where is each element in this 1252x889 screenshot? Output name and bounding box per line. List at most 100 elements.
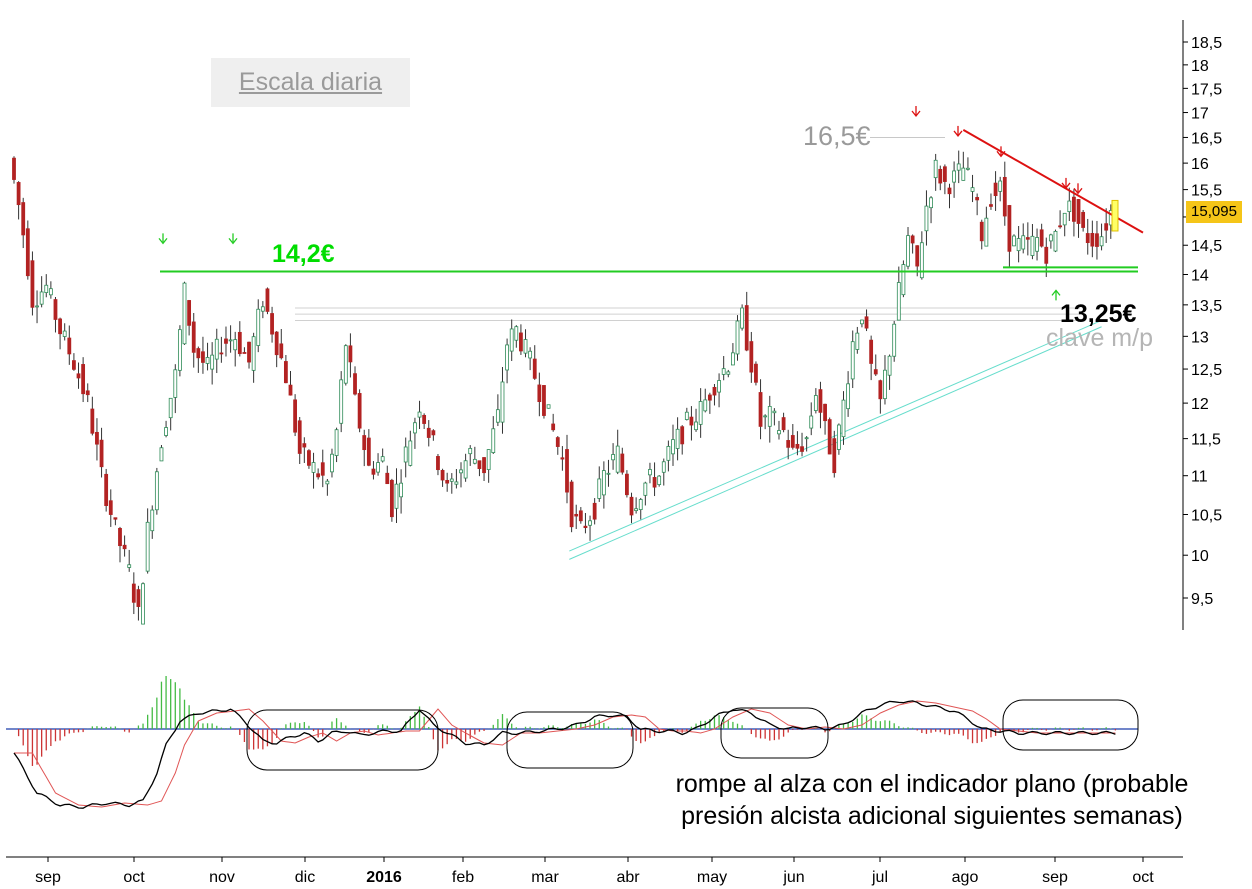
support-touch-arrow — [158, 233, 168, 245]
candle-body — [371, 468, 376, 475]
candle-body — [219, 352, 224, 355]
candle-body — [731, 352, 735, 366]
candle-body — [772, 410, 777, 414]
candle-body — [915, 245, 920, 267]
candle-body — [652, 477, 657, 488]
price-tick-label: 13,5 — [1191, 298, 1222, 315]
candle-body — [744, 305, 749, 351]
candle-body — [532, 358, 537, 379]
candle-body — [58, 318, 62, 335]
candle-body — [380, 456, 385, 462]
candle-body — [1085, 233, 1090, 244]
candle-body — [468, 448, 473, 455]
candle-body — [555, 437, 560, 447]
resistance-touch-arrow — [1061, 177, 1071, 189]
candle-body — [95, 431, 99, 445]
candle-body — [827, 419, 832, 455]
candle-body — [896, 282, 901, 321]
candle-body — [777, 430, 781, 435]
candle-body — [330, 453, 334, 473]
scale-label: Escala diaria — [211, 58, 410, 107]
candle-body — [196, 348, 201, 359]
candle-body — [666, 446, 671, 461]
axis-layer: 18,51817,51716,51615,51514,51413,51312,5… — [6, 20, 1222, 886]
price-tick-label: 18 — [1191, 58, 1209, 75]
candle-body — [919, 242, 924, 279]
candle-body — [288, 384, 293, 396]
candle-body — [279, 343, 284, 359]
candle-body — [823, 403, 827, 422]
candle-body — [320, 462, 325, 476]
candle-body — [1072, 196, 1076, 222]
time-tick-label: ago — [952, 869, 979, 886]
flat-indicator-zone — [1002, 699, 1139, 751]
candle-body — [813, 395, 818, 411]
candle-body — [362, 435, 367, 451]
resistance-touch-arrow — [911, 105, 921, 118]
candle-body — [145, 521, 150, 572]
candle-body — [998, 180, 1003, 192]
candle-body — [25, 228, 30, 277]
candle-body — [938, 168, 943, 184]
candle-body — [237, 331, 242, 355]
candle-body — [551, 423, 556, 431]
candle-body — [887, 355, 892, 376]
candle-body — [21, 202, 26, 236]
candle-body — [832, 438, 837, 474]
candle-body — [597, 478, 602, 499]
support-touch-arrow — [1051, 289, 1061, 301]
candle-body — [869, 339, 874, 364]
candle-body — [1039, 229, 1044, 247]
candle-body — [790, 435, 795, 448]
candle-body — [113, 517, 118, 520]
candle-body — [173, 369, 178, 398]
candle-body — [873, 369, 878, 375]
candle-body — [67, 337, 72, 355]
candle-body — [104, 473, 109, 506]
candle-body — [1062, 212, 1067, 226]
candle-body — [952, 170, 956, 183]
time-tick-label: sep — [1042, 869, 1068, 886]
candle-body — [763, 415, 768, 418]
candle-body — [574, 513, 579, 517]
candle-body — [486, 449, 491, 470]
candle-body — [611, 454, 615, 461]
candle-body — [956, 163, 961, 171]
price-tick-label: 16 — [1191, 156, 1209, 173]
candle-body — [1048, 234, 1053, 242]
candle-body — [878, 380, 883, 400]
candle-body — [168, 397, 173, 419]
candle-body — [528, 350, 533, 359]
candle-body — [1035, 237, 1039, 252]
candle-body — [703, 399, 708, 412]
candle-body — [707, 394, 712, 401]
candle-body — [440, 470, 445, 481]
candle-body — [901, 264, 906, 296]
candle-body — [201, 351, 205, 363]
candle-body — [1044, 246, 1049, 264]
candle-body — [389, 479, 394, 518]
price-tick-label: 12,5 — [1191, 362, 1222, 379]
candle-body — [712, 386, 717, 396]
candle-body — [850, 341, 855, 380]
price-tick-label: 17,5 — [1191, 81, 1222, 98]
candle-body — [721, 368, 726, 375]
candle-body — [39, 291, 44, 305]
candle-body — [975, 197, 980, 201]
candle-body — [12, 157, 16, 180]
candle-body — [993, 182, 998, 197]
candle-body — [131, 583, 136, 603]
candle-body — [177, 329, 182, 371]
candle-body — [205, 357, 210, 364]
candle-body — [1095, 233, 1099, 247]
candle-body — [307, 450, 311, 466]
resistance-touch-arrow — [996, 146, 1006, 158]
candle-body — [694, 421, 698, 431]
candle-body — [1090, 233, 1095, 247]
candle-body — [578, 510, 583, 522]
candle-body — [90, 408, 95, 434]
candle-body — [413, 422, 417, 434]
candle-body — [122, 544, 127, 550]
candle-body — [403, 446, 408, 463]
candle-body — [841, 399, 846, 438]
